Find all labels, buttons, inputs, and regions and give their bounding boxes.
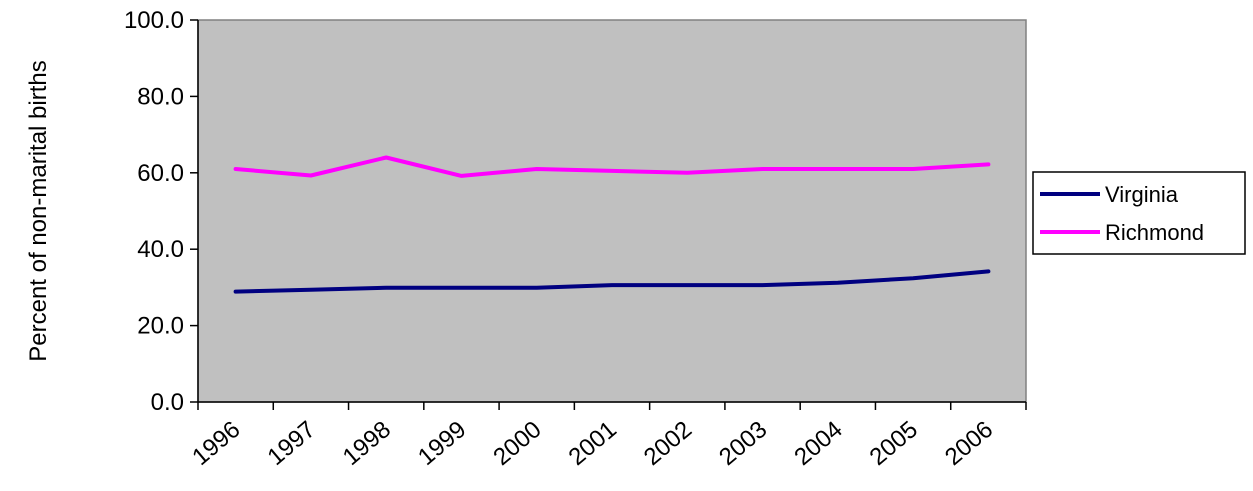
- y-tick-label: 40.0: [137, 236, 184, 263]
- x-tick-label: 1998: [338, 416, 396, 471]
- x-tick-label: 2005: [865, 416, 923, 471]
- x-tick-label: 1996: [187, 416, 245, 471]
- x-tick-label: 2002: [639, 416, 697, 471]
- x-tick-label: 2001: [564, 416, 622, 471]
- x-tick-label: 2006: [940, 416, 998, 471]
- legend: Virginia Richmond: [1032, 171, 1246, 255]
- x-tick-label: 1999: [413, 416, 471, 471]
- x-axis: 1996 1997 1998 1999 2000 2001 2002 2003 2004 2005…: [187, 401, 1027, 471]
- legend-label-richmond: Richmond: [1105, 220, 1204, 245]
- x-tick-label: 2000: [488, 416, 546, 471]
- legend-box: [1032, 171, 1246, 255]
- y-axis: 0.0 20.0 40.0 60.0 80.0 100.0: [124, 7, 199, 416]
- series-line-richmond: [233, 155, 991, 178]
- y-tick-label: 80.0: [137, 83, 184, 110]
- y-tick-label: 100.0: [124, 7, 184, 34]
- y-tick-label: 0.0: [151, 389, 184, 416]
- y-tick-label: 20.0: [137, 313, 184, 340]
- plot-area: [197, 19, 1027, 403]
- series-layer: [233, 155, 991, 294]
- x-tick-label: 1997: [263, 416, 321, 471]
- series-line-virginia: [233, 269, 991, 294]
- x-tick-label: 2004: [789, 416, 847, 471]
- legend-label-virginia: Virginia: [1105, 182, 1179, 207]
- y-axis-title: Percent of non-marital births: [25, 60, 52, 361]
- x-tick-label: 2003: [714, 416, 772, 471]
- y-tick-label: 60.0: [137, 160, 184, 187]
